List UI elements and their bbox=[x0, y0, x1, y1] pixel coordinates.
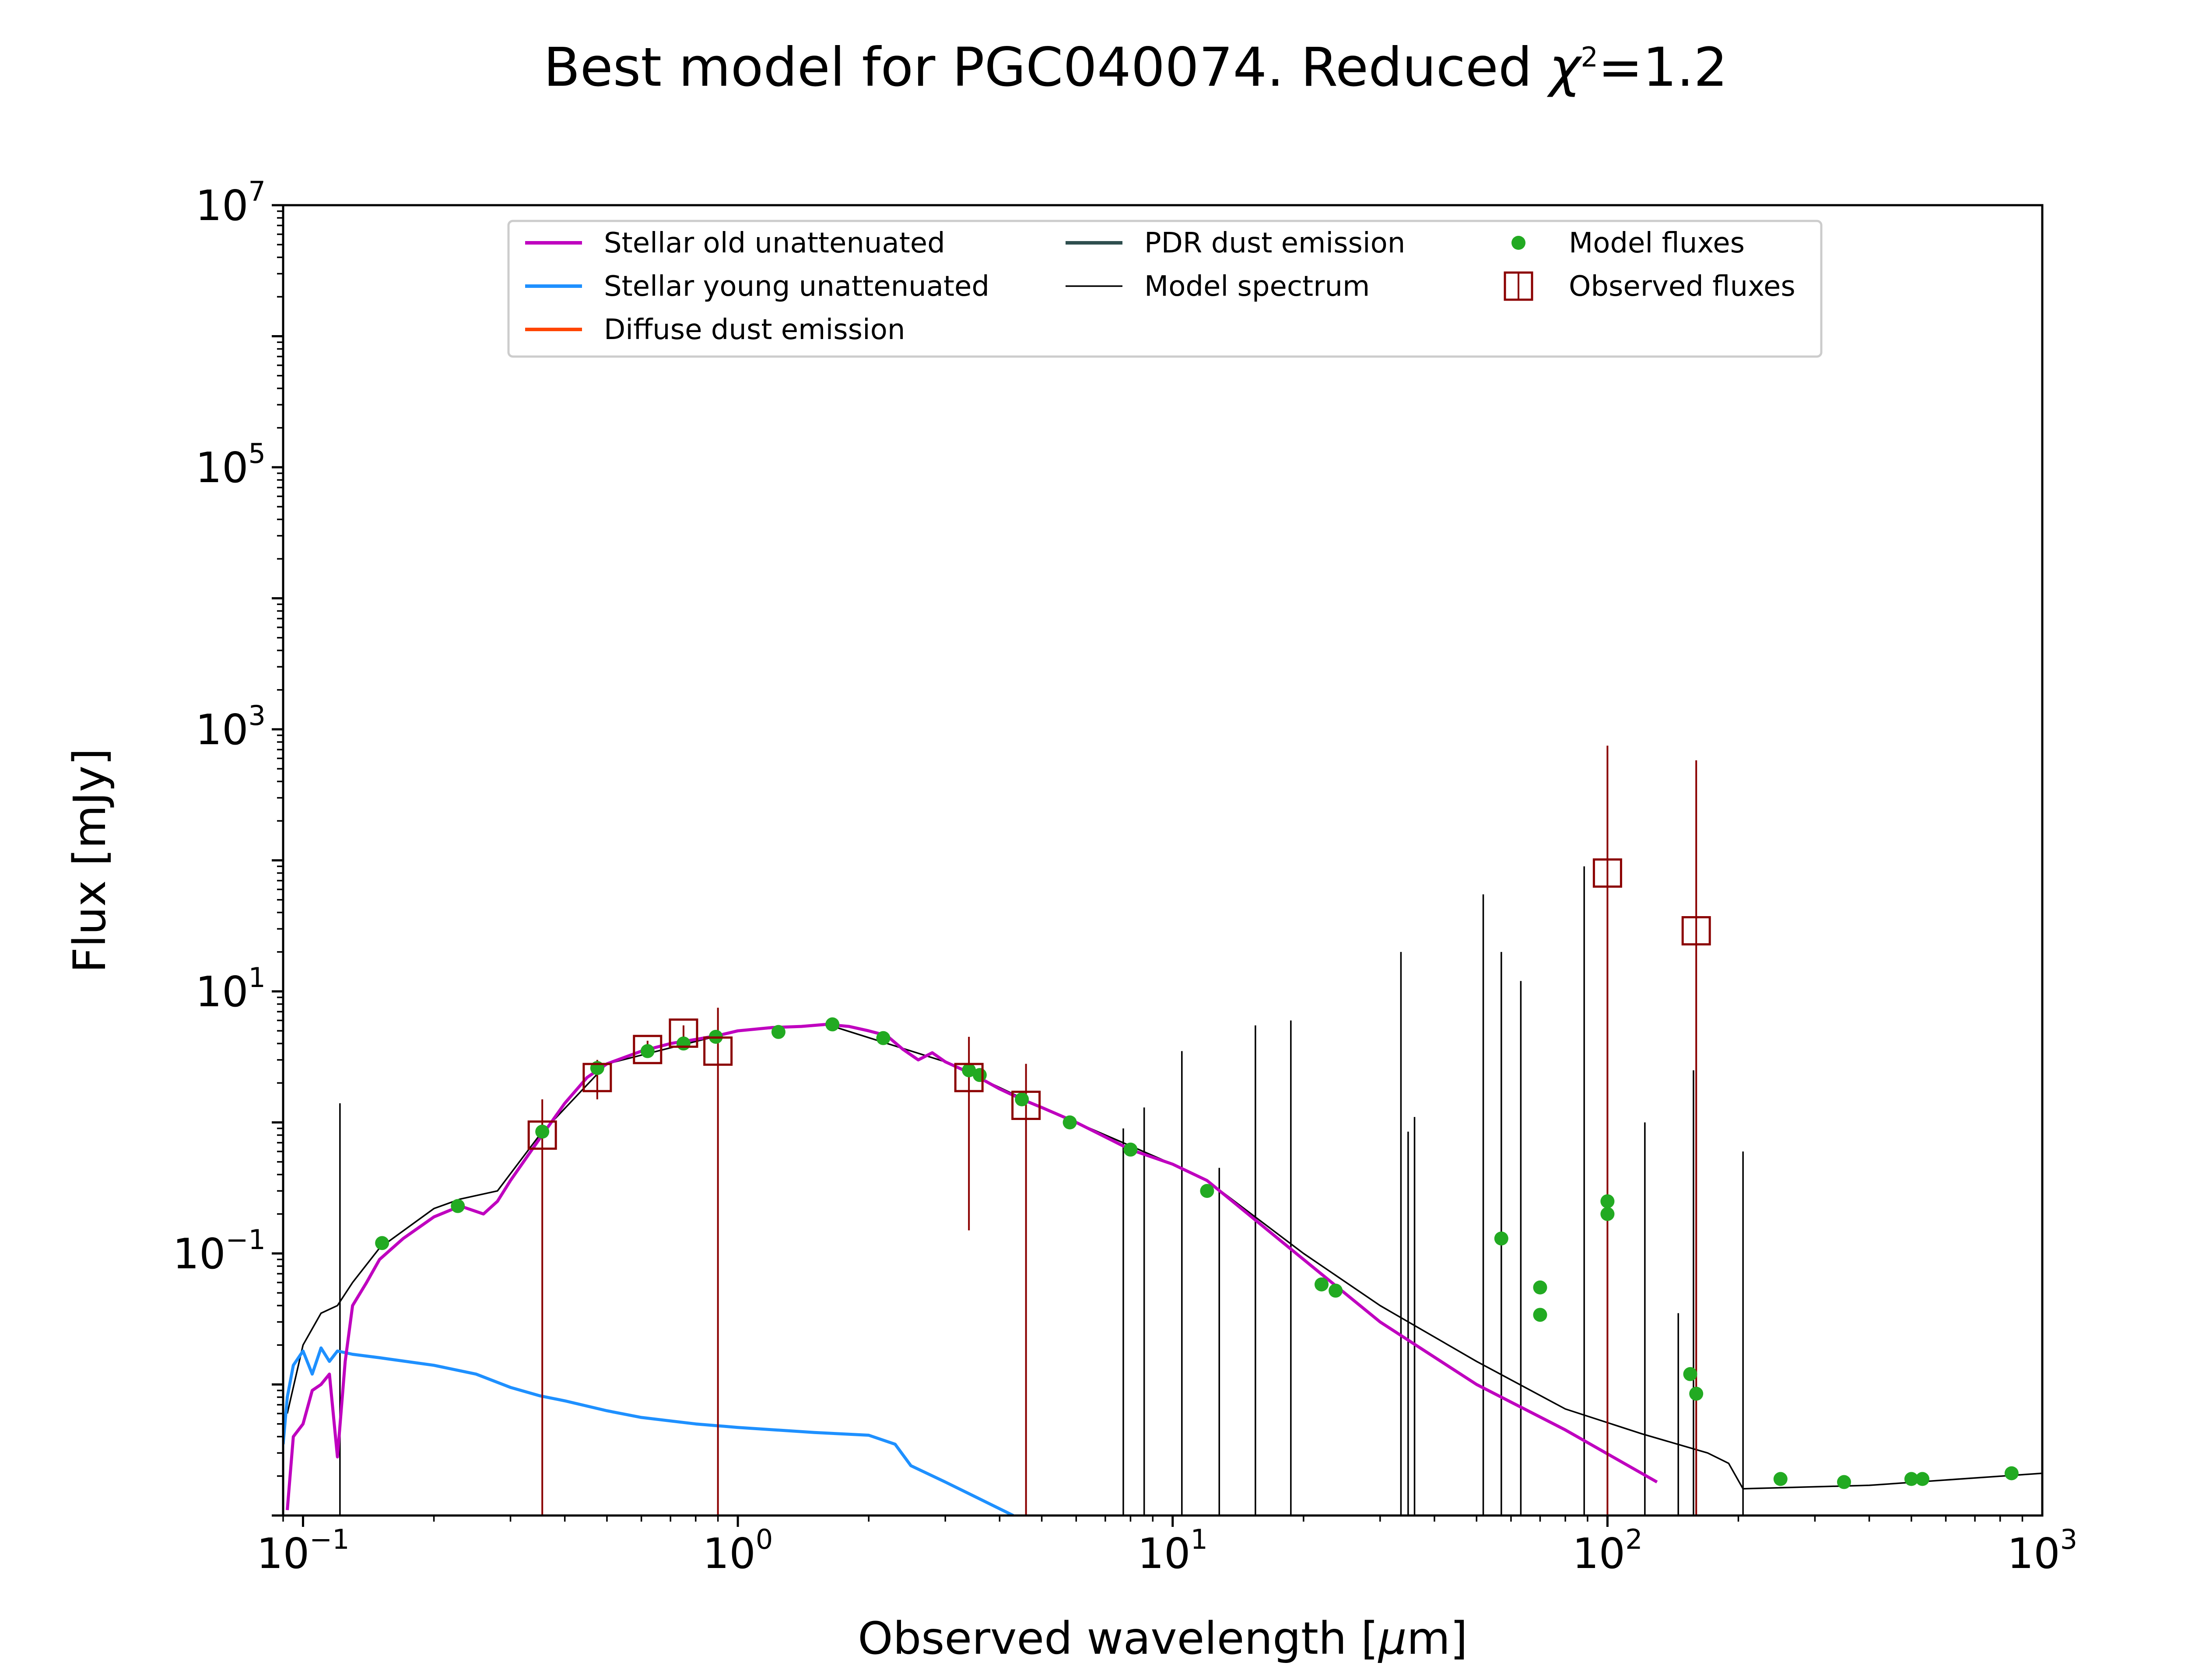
observed-flux-point bbox=[703, 1036, 733, 1066]
y-axis-label: Flux [mJy] bbox=[64, 748, 116, 973]
model-flux-point bbox=[771, 1025, 785, 1039]
model-flux-point bbox=[451, 1199, 465, 1213]
axis-ticks: 10−1 100 101 102 103 10−1 101 103 105 107 bbox=[173, 175, 2077, 1578]
y-tick-label: 107 bbox=[196, 175, 266, 230]
model-flux-point bbox=[1773, 1472, 1788, 1486]
model-flux-point bbox=[962, 1063, 976, 1078]
model-flux-point bbox=[676, 1036, 691, 1051]
model-flux-point bbox=[375, 1236, 389, 1250]
observed-flux-point bbox=[954, 1063, 984, 1092]
model-flux-point bbox=[1329, 1284, 1343, 1298]
y-tick-label: 105 bbox=[196, 438, 266, 492]
model-flux-point bbox=[1683, 1367, 1697, 1381]
model-flux-point bbox=[1600, 1207, 1615, 1221]
x-tick-label: 10−1 bbox=[256, 1523, 349, 1578]
model-flux-point bbox=[535, 1124, 550, 1139]
model-flux-point bbox=[1904, 1472, 1918, 1486]
model-flux-point bbox=[1062, 1115, 1077, 1130]
legend: Stellar old unattenuated Stellar young un… bbox=[507, 220, 1823, 358]
legend-label-stellar-old-unattenuated: Stellar old unattenuated bbox=[604, 227, 945, 259]
x-tick-label: 103 bbox=[2007, 1523, 2077, 1578]
observed-flux-point bbox=[633, 1035, 663, 1064]
observed-flux-point bbox=[669, 1018, 698, 1048]
chart-title: Best model for PGC040074. Reduced χ2=1.2 bbox=[543, 36, 1728, 98]
series-stellar-young-unattenuated bbox=[283, 1346, 1014, 1516]
legend-swatch-model-fluxes bbox=[1511, 236, 1525, 250]
model-flux-point bbox=[1915, 1472, 1930, 1486]
model-flux-point bbox=[2004, 1466, 2019, 1480]
model-flux-point bbox=[1200, 1184, 1214, 1198]
model-flux-point bbox=[972, 1068, 987, 1082]
model-flux-point bbox=[825, 1017, 840, 1032]
model-flux-point bbox=[1533, 1280, 1547, 1295]
observed-flux-point bbox=[1681, 916, 1711, 946]
y-tick-label: 103 bbox=[196, 700, 266, 754]
model-flux-point bbox=[640, 1044, 655, 1058]
legend-label-stellar-young-unattenuated: Stellar young unattenuated bbox=[604, 270, 989, 303]
observed-flux-point bbox=[1011, 1090, 1041, 1120]
model-flux-point bbox=[876, 1031, 891, 1045]
legend-box bbox=[507, 220, 1823, 358]
y-tick-label: 101 bbox=[196, 962, 266, 1016]
model-flux-point bbox=[1600, 1194, 1615, 1208]
model-flux-point bbox=[1494, 1231, 1508, 1246]
model-flux-point bbox=[1533, 1308, 1547, 1322]
model-flux-point bbox=[1689, 1386, 1704, 1401]
legend-label-model-fluxes: Model fluxes bbox=[1569, 227, 1745, 259]
model-flux-point bbox=[1123, 1142, 1138, 1157]
legend-label-pdr-dust-emission: PDR dust emission bbox=[1144, 227, 1405, 259]
legend-label-diffuse-dust-emission: Diffuse dust emission bbox=[604, 314, 905, 346]
model-flux-point bbox=[1837, 1475, 1851, 1489]
plot-area bbox=[283, 746, 2042, 1516]
model-flux-point bbox=[1314, 1277, 1329, 1292]
x-axis-label: Observed wavelength [μm] bbox=[858, 1613, 1468, 1665]
x-tick-label: 100 bbox=[703, 1523, 773, 1578]
legend-label-observed-fluxes: Observed fluxes bbox=[1569, 270, 1795, 303]
legend-label-model-spectrum: Model spectrum bbox=[1144, 270, 1370, 303]
observed-flux-point bbox=[582, 1063, 612, 1092]
observed-flux-point bbox=[1592, 858, 1622, 888]
x-tick-label: 101 bbox=[1138, 1523, 1208, 1578]
x-tick-label: 102 bbox=[1572, 1523, 1642, 1578]
y-tick-label: 10−1 bbox=[173, 1224, 266, 1278]
model-flux-point bbox=[1015, 1092, 1029, 1106]
observed-flux-point bbox=[527, 1120, 557, 1150]
